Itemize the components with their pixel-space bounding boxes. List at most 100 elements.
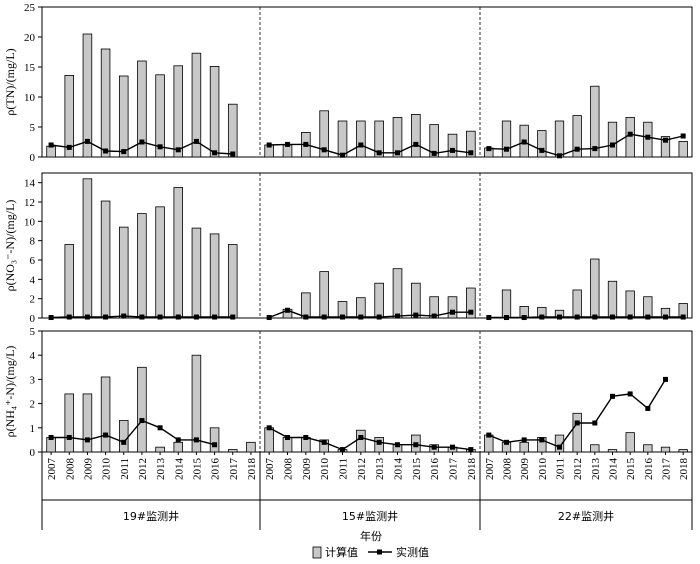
bar [173, 441, 184, 453]
bar [46, 145, 56, 158]
data-point [139, 418, 145, 424]
data-point [486, 315, 492, 321]
data-point [193, 314, 199, 320]
legend-bar-label: 计算值 [325, 545, 358, 559]
data-point [175, 437, 181, 443]
bar [209, 427, 220, 453]
x-tick-label: 2013 [374, 458, 386, 481]
data-point [139, 139, 145, 145]
x-tick-label: 2010 [101, 458, 113, 481]
data-point [645, 314, 651, 320]
x-tick-label: 2007 [484, 458, 496, 481]
data-point [103, 314, 109, 320]
bar [155, 74, 165, 158]
data-point [574, 146, 580, 152]
bar [173, 187, 184, 319]
bar [484, 434, 494, 453]
bar [64, 75, 75, 158]
data-point [395, 313, 400, 319]
data-point [321, 439, 327, 445]
x-tick-label: 2016 [643, 458, 655, 481]
data-point [504, 146, 509, 152]
bar [319, 110, 329, 158]
bar [607, 280, 618, 319]
data-point [680, 314, 686, 320]
x-tick-label: 2017 [661, 458, 673, 481]
data-point [266, 425, 272, 431]
data-point [663, 376, 668, 382]
y-axis-label: ρ(TN)/(mg/L) [3, 48, 17, 115]
y-tick-label: 1 [30, 423, 36, 435]
data-point [285, 434, 290, 440]
data-point [468, 150, 474, 156]
bar [191, 227, 202, 319]
data-point [610, 314, 615, 320]
data-point [431, 313, 437, 319]
data-point [175, 147, 181, 153]
data-point [395, 150, 400, 156]
data-point [627, 391, 633, 397]
data-point [193, 437, 199, 443]
legend-bar-swatch [312, 546, 322, 559]
data-point [103, 148, 109, 154]
y-tick-label: 5 [30, 122, 36, 134]
data-point [680, 133, 686, 139]
data-point [285, 141, 290, 147]
data-point [230, 151, 236, 157]
y-tick-label: 10 [24, 92, 36, 104]
data-point [504, 315, 509, 321]
data-point [212, 314, 218, 320]
data-point [303, 434, 309, 440]
data-point [266, 142, 272, 148]
x-tick-label: 2011 [555, 458, 567, 480]
y-axis-label: ρ(NH₄⁺-N)/(mg/L) [3, 346, 17, 438]
x-tick-label: 2018 [466, 458, 478, 481]
bar [466, 130, 476, 158]
bar [392, 117, 403, 158]
data-point [303, 141, 309, 147]
legend-line-label: 实测值 [396, 545, 429, 559]
bar [625, 290, 635, 319]
data-point [84, 314, 90, 320]
x-tick-label: 2015 [191, 458, 203, 481]
data-point [303, 314, 309, 320]
bar [572, 412, 582, 453]
data-point [157, 425, 163, 431]
bar [155, 446, 165, 453]
y-tick-label: 0 [30, 447, 36, 459]
bar [374, 120, 384, 158]
x-tick-label: 2012 [572, 458, 584, 480]
data-point [663, 137, 668, 143]
data-point [376, 314, 382, 320]
bar [678, 449, 688, 453]
data-point [574, 314, 580, 320]
bar [319, 271, 329, 319]
data-point [486, 146, 492, 152]
data-point [48, 434, 54, 440]
data-point [340, 447, 345, 453]
bar [82, 393, 93, 453]
bar [118, 75, 129, 158]
data-point [66, 434, 72, 440]
data-point [431, 150, 437, 156]
bar [137, 213, 147, 319]
data-point [84, 437, 90, 443]
y-tick-label: 2 [30, 399, 36, 411]
data-point [645, 405, 651, 411]
bar [607, 121, 618, 158]
bar [137, 366, 147, 453]
bar [501, 120, 512, 158]
series-line [51, 419, 215, 446]
data-point [610, 142, 615, 148]
data-point [521, 437, 527, 443]
bar [466, 287, 476, 319]
bar [643, 444, 653, 453]
data-point [395, 442, 400, 448]
y-tick-label: 4 [30, 274, 36, 286]
legend-line-marker [377, 549, 382, 555]
data-point [645, 134, 651, 140]
data-point [358, 434, 364, 440]
data-point [450, 147, 455, 153]
x-tick-label: 2012 [356, 458, 368, 480]
x-tick-label: 2014 [173, 458, 185, 481]
